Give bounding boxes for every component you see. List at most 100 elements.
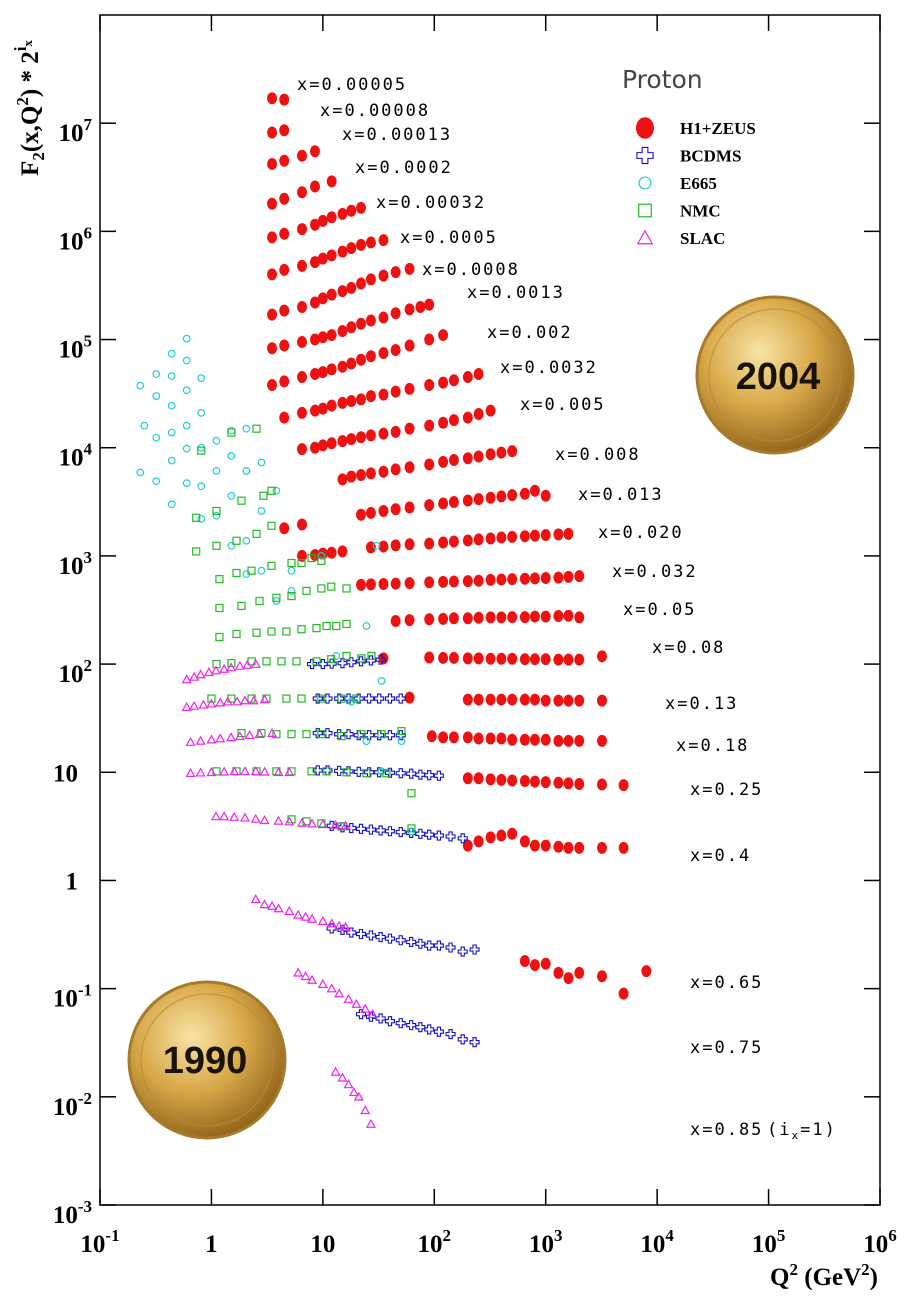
data-point [405, 577, 415, 589]
data-point [563, 842, 573, 854]
data-point [233, 570, 240, 577]
data-point [253, 629, 260, 636]
data-point [356, 509, 366, 521]
ix-note: (ix=1) [767, 1120, 837, 1142]
data-point [474, 694, 484, 706]
data-point [486, 773, 496, 785]
bin-label: x=0.0013 [467, 283, 565, 303]
data-point [354, 767, 363, 776]
y-label-sup: 2 [13, 97, 32, 106]
x-label-sup: 2 [861, 1260, 870, 1279]
data-point [267, 268, 277, 280]
data-point [541, 653, 551, 665]
data-point [285, 907, 293, 914]
data-point [168, 457, 175, 464]
data-point [541, 840, 551, 852]
bin-label: x=0.0008 [422, 260, 520, 280]
data-point [563, 695, 573, 707]
data-point [563, 735, 573, 747]
data-point [318, 585, 325, 592]
data-point [243, 468, 250, 475]
ix-note-sub: x [791, 1129, 800, 1142]
data-point [297, 371, 307, 383]
bin-label: x=0.25 [690, 780, 763, 800]
data-point [183, 676, 191, 683]
data-point [198, 375, 205, 382]
data-point [366, 350, 376, 362]
data-point [376, 826, 385, 835]
tick-base: 10 [53, 986, 78, 1013]
tick-base: 10 [53, 1202, 78, 1229]
bin-label: x=0.008 [555, 445, 641, 465]
data-point [263, 658, 270, 665]
x-tick-label: 10 [310, 1231, 335, 1258]
data-point [246, 731, 254, 738]
data-point [425, 941, 434, 950]
data-point [279, 375, 289, 387]
data-point [216, 634, 223, 641]
data-point [474, 368, 484, 380]
data-point [563, 777, 573, 789]
x-tick-label: 106 [863, 1226, 897, 1258]
data-point [520, 694, 530, 706]
data-point [356, 239, 366, 251]
data-point [449, 576, 459, 588]
data-point [343, 585, 350, 592]
x-label-sup: 2 [790, 1260, 799, 1279]
tick-exponent: 5 [84, 332, 93, 351]
data-point [323, 622, 330, 629]
data-point [297, 336, 307, 348]
data-point [220, 813, 228, 820]
data-point [313, 625, 320, 632]
data-point [343, 620, 350, 627]
data-point [486, 653, 496, 665]
data-point [375, 694, 384, 703]
data-point [553, 735, 563, 747]
tick-exponent: 2 [443, 1226, 452, 1245]
data-point [563, 610, 573, 622]
data-point [474, 450, 484, 462]
data-point [258, 508, 265, 515]
data-point [463, 575, 473, 587]
data-point [183, 422, 190, 429]
data-point [267, 379, 277, 391]
data-point [378, 389, 388, 401]
data-point [361, 1005, 369, 1012]
data-point [318, 439, 328, 451]
bin-label: x=0.65 [690, 973, 763, 993]
data-point [474, 533, 484, 545]
data-point [553, 528, 563, 540]
data-point [216, 735, 224, 742]
data-point [463, 412, 473, 424]
data-point [449, 454, 459, 466]
legend-symbol [639, 204, 652, 217]
data-point [424, 379, 434, 391]
data-point [279, 94, 289, 106]
data-point [496, 490, 506, 502]
data-point [228, 543, 235, 550]
data-point [228, 427, 235, 434]
data-point [530, 653, 540, 665]
data-point [252, 660, 260, 667]
data-point [597, 842, 607, 854]
x-axis-label: Q2 (GeV2) [770, 1260, 878, 1291]
data-point [327, 329, 337, 341]
data-point [213, 512, 220, 519]
y-tick-label: 10-3 [53, 1197, 92, 1229]
data-point [302, 972, 310, 979]
bin-label: x=0.00032 [376, 193, 486, 213]
data-point [396, 1019, 405, 1028]
data-point [318, 292, 328, 304]
data-point [405, 692, 415, 704]
data-point [207, 700, 215, 707]
data-point [434, 771, 443, 780]
y-tick-label: 106 [59, 223, 93, 255]
data-point [486, 733, 496, 745]
data-point [267, 92, 277, 104]
data-point [356, 431, 366, 443]
y-tick-label: 10-2 [53, 1089, 92, 1121]
data-point [449, 731, 459, 743]
data-point [424, 538, 434, 550]
data-point [363, 738, 370, 745]
data-point [597, 650, 607, 662]
